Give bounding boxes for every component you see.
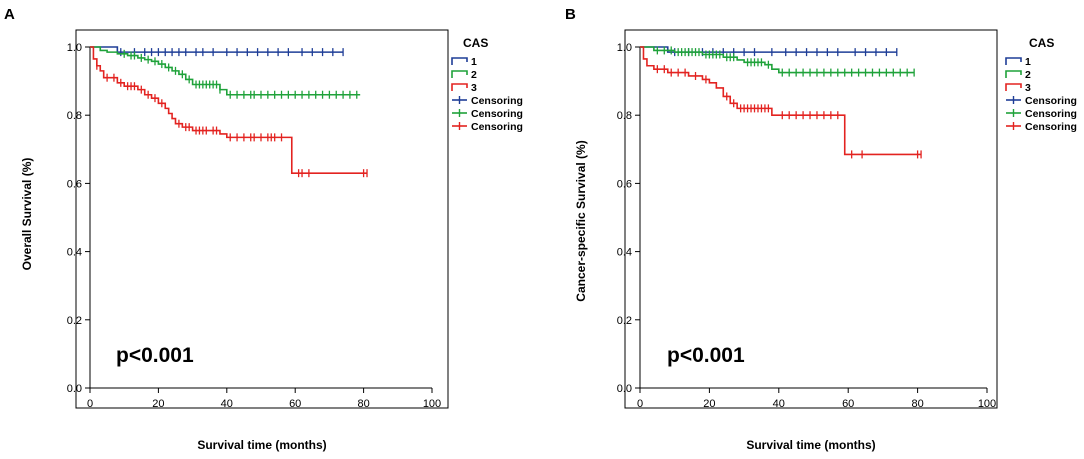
y-tick-label: 0.0 bbox=[67, 383, 82, 395]
panel-b: B 0 20 40 60 80 100 0.0 0.2 0.4 0.6 0.8 1.0 Cancer-… bbox=[565, 6, 1077, 452]
y-tick-label: 1.0 bbox=[67, 42, 82, 54]
legend-label: Censoring bbox=[471, 108, 523, 120]
legend-label: 3 bbox=[471, 82, 477, 94]
legend-swatch bbox=[451, 57, 468, 65]
legend-item-cas-1: 1 bbox=[451, 56, 477, 68]
legend-swatch bbox=[1005, 83, 1022, 91]
x-tick-label: 60 bbox=[289, 398, 301, 410]
legend-item-cas-2: 2 bbox=[451, 69, 477, 81]
y-tick-label: 0.2 bbox=[617, 315, 632, 327]
legend-item-censoring: Censoring bbox=[452, 108, 523, 120]
axes: 0 20 40 60 80 100 0.0 0.2 0.4 0.6 0.8 1.0 bbox=[617, 42, 996, 410]
x-tick-label: 100 bbox=[423, 398, 441, 410]
legend-label: Censoring bbox=[1025, 108, 1077, 120]
survival-curve-cas-1 bbox=[90, 46, 344, 53]
legend-item-cas-1: 1 bbox=[1005, 56, 1031, 68]
y-tick-label: 0.0 bbox=[617, 383, 632, 395]
legend-swatch bbox=[1005, 70, 1022, 78]
legend-item-cas-3: 3 bbox=[451, 82, 477, 94]
legend-item-cas-3: 3 bbox=[1005, 82, 1031, 94]
y-tick-label: 1.0 bbox=[617, 42, 632, 54]
y-tick-label: 0.8 bbox=[67, 110, 82, 122]
y-tick-label: 0.4 bbox=[617, 247, 632, 259]
legend-title: CAS bbox=[463, 36, 488, 50]
x-tick-label: 20 bbox=[152, 398, 164, 410]
plot-frame bbox=[624, 29, 998, 409]
x-axis-label: Survival time (months) bbox=[746, 438, 875, 452]
legend-label: 2 bbox=[471, 69, 477, 81]
legend-item-censoring: Censoring bbox=[1006, 95, 1077, 107]
x-tick-label: 0 bbox=[637, 398, 643, 410]
y-tick-label: 0.6 bbox=[67, 178, 82, 190]
survival-curve-cas-2 bbox=[90, 46, 361, 96]
y-tick-label: 0.6 bbox=[617, 178, 632, 190]
survival-curve-cas-2 bbox=[640, 46, 915, 74]
series-layer bbox=[90, 46, 368, 178]
legend-swatch bbox=[451, 83, 468, 91]
legend-title: CAS bbox=[1029, 36, 1054, 50]
y-tick-label: 0.2 bbox=[67, 315, 82, 327]
legend-label: 3 bbox=[1025, 82, 1031, 94]
y-tick-label: 0.4 bbox=[67, 247, 82, 259]
axes: 0 20 40 60 80 100 0.0 0.2 0.4 0.6 0.8 1.0 bbox=[67, 42, 441, 410]
series-layer bbox=[640, 46, 922, 159]
legend-label: Censoring bbox=[471, 95, 523, 107]
legend-label: 1 bbox=[1025, 56, 1031, 68]
panel-label: B bbox=[565, 6, 576, 23]
legend-item-censoring: Censoring bbox=[452, 121, 523, 133]
legend-swatch bbox=[1005, 57, 1022, 65]
x-tick-label: 20 bbox=[703, 398, 715, 410]
legend-item-censoring: Censoring bbox=[452, 95, 523, 107]
plot-frame bbox=[75, 29, 449, 409]
legend-swatch bbox=[451, 70, 468, 78]
legend-label: 2 bbox=[1025, 69, 1031, 81]
legend-item-censoring: Censoring bbox=[1006, 108, 1077, 120]
x-tick-label: 80 bbox=[357, 398, 369, 410]
p-value-annotation: p<0.001 bbox=[667, 344, 745, 367]
y-axis-label: Cancer-specific Survival (%) bbox=[574, 140, 588, 301]
legend-label: Censoring bbox=[1025, 95, 1077, 107]
x-tick-label: 40 bbox=[773, 398, 785, 410]
legend-label: 1 bbox=[471, 56, 477, 68]
y-tick-label: 0.8 bbox=[617, 110, 632, 122]
x-tick-label: 0 bbox=[87, 398, 93, 410]
panel-label: A bbox=[4, 6, 15, 23]
x-tick-label: 80 bbox=[911, 398, 923, 410]
legend-label: Censoring bbox=[1025, 121, 1077, 133]
x-tick-label: 100 bbox=[978, 398, 996, 410]
x-tick-label: 40 bbox=[221, 398, 233, 410]
x-axis-label: Survival time (months) bbox=[197, 438, 326, 452]
panel-a: A 0 20 40 60 80 100 0.0 0.2 0.4 0.6 0.8 1.0 Overall… bbox=[4, 6, 523, 452]
legend-item-censoring: Censoring bbox=[1006, 121, 1077, 133]
x-tick-label: 60 bbox=[842, 398, 854, 410]
y-axis-label: Overall Survival (%) bbox=[20, 158, 34, 271]
legend-label: Censoring bbox=[471, 121, 523, 133]
p-value-annotation: p<0.001 bbox=[116, 344, 194, 367]
legend-item-cas-2: 2 bbox=[1005, 69, 1031, 81]
